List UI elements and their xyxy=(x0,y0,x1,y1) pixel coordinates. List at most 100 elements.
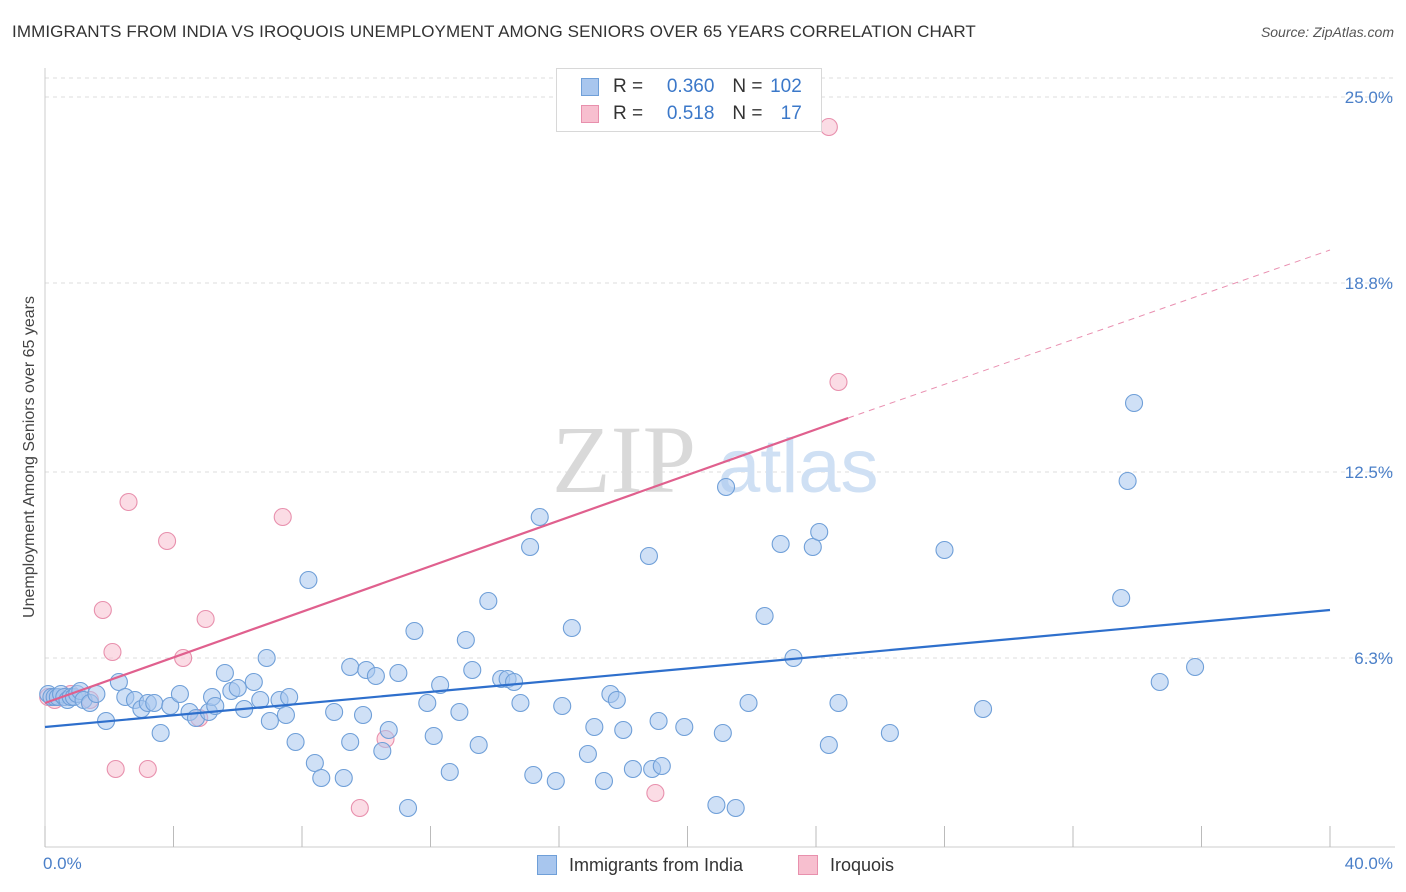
india-point-59 xyxy=(440,762,459,782)
chart-title: IMMIGRANTS FROM INDIA VS IROQUOIS UNEMPL… xyxy=(12,22,976,41)
iroquois-point-9 xyxy=(138,759,157,779)
india-point-64 xyxy=(479,591,498,611)
india-point-93 xyxy=(771,534,790,554)
india-point-39 xyxy=(280,687,299,707)
iroquois-point-17 xyxy=(646,783,665,803)
tick-labels: 6.3% 12.5% 18.8% 25.0% 0.0% 40.0% xyxy=(43,88,1393,873)
india-points xyxy=(39,393,1205,818)
india-legend-swatch xyxy=(537,855,557,875)
legend-row-iroquois: R = 0.518 N = 17 xyxy=(581,102,802,126)
y-tick-label-1: 12.5% xyxy=(1345,463,1393,482)
iroquois-legend-swatch xyxy=(798,855,818,875)
india-point-98 xyxy=(829,693,848,713)
iroquois-point-14 xyxy=(273,507,292,527)
bottom-legend-iroquois: Iroquois xyxy=(798,852,894,878)
india-point-21 xyxy=(151,723,170,743)
india-point-71 xyxy=(524,765,543,785)
iroquois-point-10 xyxy=(158,531,177,551)
india-point-31 xyxy=(228,678,247,698)
correlation-legend: R = 0.360 N = 102 R = 0.518 N = 17 xyxy=(556,68,822,132)
y-tick-label-2: 18.8% xyxy=(1345,274,1393,293)
india-legend-label: Immigrants from India xyxy=(569,854,744,875)
iroquois-trend-line xyxy=(44,416,849,705)
india-point-82 xyxy=(639,546,659,566)
iroquois-legend-label: Iroquois xyxy=(830,854,895,875)
india-point-70 xyxy=(530,507,549,527)
india-point-47 xyxy=(341,657,360,677)
iroquois-r-value: 0.518 xyxy=(666,103,715,124)
india-point-77 xyxy=(594,771,614,791)
india-point-53 xyxy=(389,663,408,683)
legend-row-india: R = 0.360 N = 102 xyxy=(581,75,802,99)
india-point-106 xyxy=(1186,657,1205,677)
india-point-48 xyxy=(353,705,373,725)
iroquois-n-value: 17 xyxy=(780,103,802,124)
india-point-88 xyxy=(713,723,732,743)
watermark-atlas: atlas xyxy=(718,424,879,509)
iroquois-point-5 xyxy=(93,600,112,620)
india-point-33 xyxy=(244,672,263,692)
iroquois-n-label: N = xyxy=(732,103,763,124)
india-point-74 xyxy=(562,618,581,638)
india-point-35 xyxy=(257,648,276,668)
india-point-91 xyxy=(739,693,758,713)
india-n-label: N = xyxy=(732,76,763,97)
india-point-29 xyxy=(215,663,234,683)
iroquois-r-label: R = xyxy=(613,103,644,124)
india-trend-line xyxy=(44,608,1331,729)
india-point-23 xyxy=(170,684,189,704)
iroquois-point-19 xyxy=(819,117,838,137)
india-point-68 xyxy=(511,693,530,713)
grid-lines xyxy=(45,77,1395,659)
india-point-13 xyxy=(87,684,106,704)
india-point-81 xyxy=(623,759,642,779)
india-point-45 xyxy=(334,768,353,788)
india-point-69 xyxy=(521,537,540,557)
india-point-42 xyxy=(305,753,324,773)
india-point-96 xyxy=(810,522,829,542)
india-point-104 xyxy=(1124,393,1144,413)
y-axis-label: Unemployment Among Seniors over 65 years xyxy=(21,296,38,618)
india-point-101 xyxy=(973,699,993,719)
india-point-20 xyxy=(145,693,164,713)
source-credit: Source: ZipAtlas.com xyxy=(1260,24,1394,40)
india-point-50 xyxy=(366,666,385,686)
india-point-86 xyxy=(675,717,694,737)
india-point-60 xyxy=(450,702,469,722)
india-n-value: 102 xyxy=(770,76,802,97)
india-point-62 xyxy=(463,660,482,680)
y-tick-label-3: 25.0% xyxy=(1345,88,1393,107)
india-point-38 xyxy=(276,705,295,725)
india-point-80 xyxy=(614,720,633,740)
india-point-90 xyxy=(726,798,745,818)
iroquois-point-13 xyxy=(196,609,215,629)
axes xyxy=(44,68,1395,848)
watermark-zip: ZIP xyxy=(552,406,696,513)
x-tick-label-1: 40.0% xyxy=(1345,854,1393,873)
india-r-label: R = xyxy=(613,76,644,97)
trend-lines xyxy=(44,249,1331,729)
india-point-41 xyxy=(299,570,318,590)
india-point-63 xyxy=(469,735,488,755)
iroquois-point-8 xyxy=(119,492,138,512)
india-point-56 xyxy=(418,693,437,713)
india-point-51 xyxy=(373,741,392,761)
india-point-89 xyxy=(716,477,736,497)
india-r-value: 0.360 xyxy=(666,76,715,97)
india-point-102 xyxy=(1112,588,1131,608)
india-point-95 xyxy=(803,537,822,557)
bottom-legend-india: Immigrants from India xyxy=(537,852,743,878)
india-point-61 xyxy=(456,630,475,650)
india-point-99 xyxy=(880,723,899,743)
india-point-100 xyxy=(935,540,954,560)
india-point-46 xyxy=(341,732,360,752)
india-point-52 xyxy=(379,720,398,740)
india-point-58 xyxy=(431,675,450,695)
iroquois-point-15 xyxy=(350,798,369,818)
y-tick-label-0: 6.3% xyxy=(1354,649,1393,668)
india-point-92 xyxy=(755,606,774,626)
x-tick-label-0: 0.0% xyxy=(43,854,82,873)
iroquois-point-7 xyxy=(106,759,125,779)
india-point-72 xyxy=(546,771,565,791)
zipatlas-watermark: ZIP atlas xyxy=(552,406,879,513)
